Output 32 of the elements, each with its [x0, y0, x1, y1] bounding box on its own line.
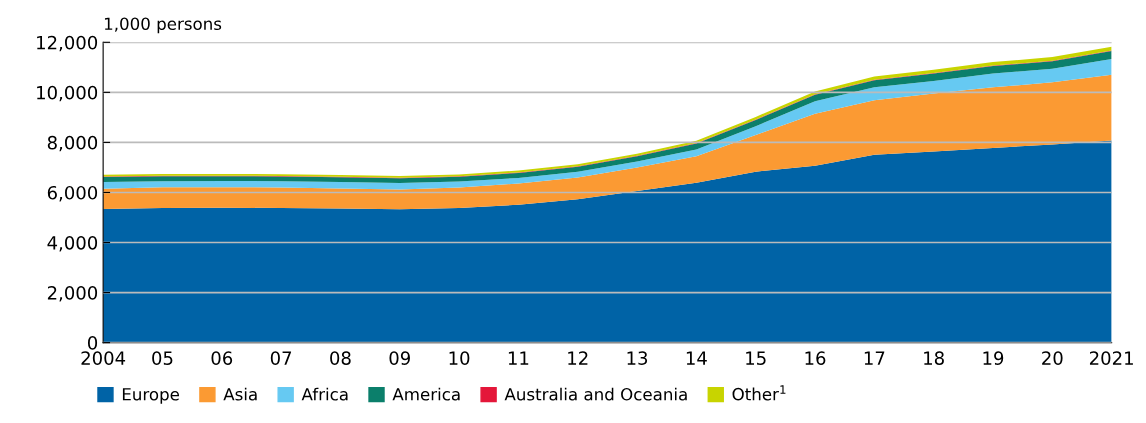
- x-tick-label: 17: [864, 351, 885, 365]
- x-tick-label: 11: [508, 351, 529, 365]
- y-tick-label: 2,000: [47, 286, 98, 302]
- legend-label: Australia and Oceania: [504, 387, 687, 401]
- x-tick-label: 2021: [1089, 351, 1133, 365]
- x-tick-label: 06: [211, 351, 233, 365]
- x-tick-label: 12: [568, 351, 588, 365]
- x-tick-label: 18: [924, 351, 944, 365]
- x-tick-label: 15: [746, 351, 766, 365]
- legend-label: America: [392, 387, 460, 401]
- y-tick-label: 10,000: [37, 85, 98, 102]
- legend-label: Other$^{1}$: [732, 385, 786, 401]
- x-tick-label: 13: [627, 351, 648, 365]
- y-axis-title: 1,000 persons: [104, 17, 222, 34]
- x-tick-label: 20: [1042, 351, 1063, 365]
- x-tick-label: 07: [270, 351, 292, 365]
- legend-label: Europe: [122, 388, 180, 404]
- x-tick-label: 16: [805, 351, 826, 365]
- y-tick-label: 0: [87, 336, 98, 350]
- y-tick-label: 12,000: [37, 35, 98, 52]
- x-tick-label: 14: [686, 351, 707, 365]
- x-tick-label: 05: [152, 351, 173, 365]
- legend-label: Asia: [223, 387, 257, 401]
- y-tick-label: 8,000: [47, 135, 98, 152]
- legend-label: Africa: [301, 387, 348, 401]
- x-tick-label: 10: [449, 351, 470, 365]
- y-tick-label: 6,000: [47, 185, 98, 202]
- x-tick-label: 09: [389, 351, 410, 365]
- y-tick-label: 4,000: [47, 235, 98, 252]
- x-tick-label: 19: [983, 351, 1004, 365]
- x-tick-label: 2004: [81, 351, 126, 365]
- x-tick-label: 08: [330, 351, 351, 365]
